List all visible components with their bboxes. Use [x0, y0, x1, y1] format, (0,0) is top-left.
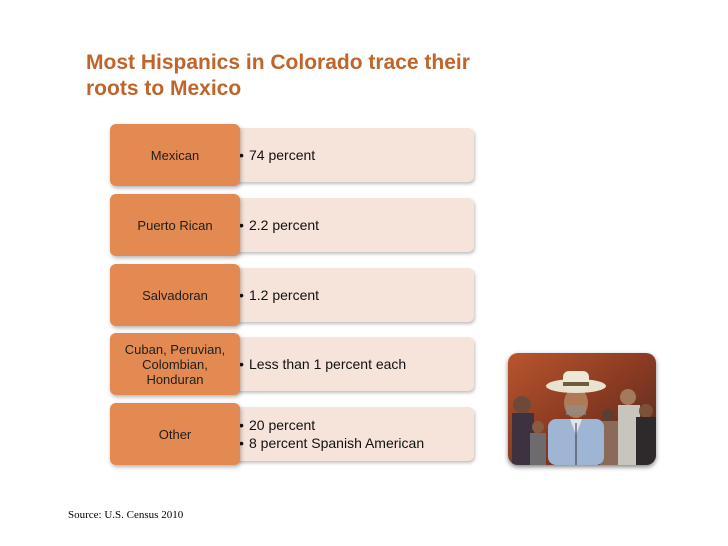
- slide-title: Most Hispanics in Colorado trace their r…: [86, 51, 470, 100]
- source-note: Source: U.S. Census 2010: [68, 509, 184, 521]
- row-other: 20 percent 8 percent Spanish American Ot…: [110, 403, 474, 465]
- row-salvadoran: 1.2 percent Salvadoran: [110, 264, 474, 326]
- bullet-item: 8 percent Spanish American: [231, 434, 474, 452]
- row-description: 2.2 percent: [228, 198, 474, 252]
- row-description: 1.2 percent: [228, 268, 474, 322]
- bullet-item: Less than 1 percent each: [231, 355, 474, 373]
- row-description: 20 percent 8 percent Spanish American: [228, 407, 474, 461]
- row-label: Cuban, Peruvian, Colombian, Honduran: [110, 333, 240, 395]
- man-in-cowboy-hat-photo: [508, 353, 656, 465]
- row-label: Mexican: [110, 124, 240, 186]
- row-mexican: 74 percent Mexican: [110, 124, 474, 186]
- row-description: 74 percent: [228, 128, 474, 182]
- bullet-item: 74 percent: [231, 146, 474, 164]
- row-label: Other: [110, 403, 240, 465]
- row-puerto-rican: 2.2 percent Puerto Rican: [110, 194, 474, 256]
- row-cuban-peruvian-colombian-honduran: Less than 1 percent each Cuban, Peruvian…: [110, 333, 474, 395]
- bullet-item: 2.2 percent: [231, 216, 474, 234]
- row-label: Puerto Rican: [110, 194, 240, 256]
- bullet-item: 20 percent: [231, 416, 474, 434]
- bullet-item: 1.2 percent: [231, 286, 474, 304]
- row-description: Less than 1 percent each: [228, 337, 474, 391]
- row-label: Salvadoran: [110, 264, 240, 326]
